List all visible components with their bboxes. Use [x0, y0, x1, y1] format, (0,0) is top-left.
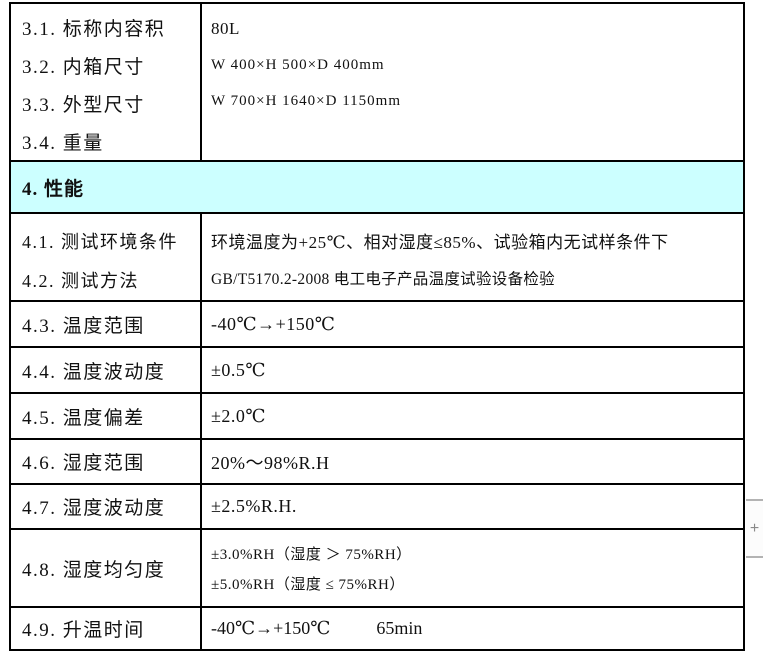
test-conditions-values-cell: 环境温度为+25℃、相对湿度≤85%、试验箱内无试样条件下 GB/T5170.2…: [202, 214, 743, 300]
row-label: 4.4. 温度波动度: [11, 348, 202, 392]
row-label: 4.1. 测试环境条件: [22, 232, 178, 252]
table-row-humidity-uniformity: 4.8. 湿度均匀度 ±3.0%RH（湿度 ＞ 75%RH） ±5.0%RH（湿…: [11, 530, 743, 608]
row-value: 65min: [376, 618, 423, 638]
row-label: 4.5. 温度偏差: [11, 394, 202, 438]
test-conditions-labels-cell: 4.1. 测试环境条件 4.2. 测试方法: [11, 214, 202, 300]
row-value: 环境温度为+25℃、相对湿度≤85%、试验箱内无试样条件下: [211, 233, 669, 252]
row-label: 3.2. 内箱尺寸: [22, 57, 145, 78]
table-row-section4-header: 4. 性能: [11, 162, 743, 214]
section3-values-cell: 80L W 400×H 500×D 400mm W 700×H 1640×D 1…: [202, 4, 743, 160]
humidity-uniformity-values-cell: ±3.0%RH（湿度 ＞ 75%RH） ±5.0%RH（湿度 ≤ 75%RH）: [202, 530, 743, 606]
section-header: 4. 性能: [22, 178, 85, 200]
row-value: ±2.5%R.H.: [211, 496, 297, 516]
table-row-section3: 3.1. 标称内容积 3.2. 内箱尺寸 3.3. 外型尺寸 3.4. 重量 8…: [11, 4, 743, 162]
row-label: 4.8. 湿度均匀度: [11, 530, 202, 606]
row-label: 3.3. 外型尺寸: [22, 95, 145, 116]
row-label: 4.9. 升温时间: [11, 608, 202, 649]
row-value: ±3.0%RH（湿度 ＞ 75%RH）: [211, 547, 412, 563]
expand-plus-button[interactable]: +: [746, 499, 763, 558]
heatup-time-value-cell: -40℃→+150℃ 65min: [202, 608, 743, 649]
row-label: 3.4. 重量: [22, 133, 104, 154]
spec-table: 3.1. 标称内容积 3.2. 内箱尺寸 3.3. 外型尺寸 3.4. 重量 8…: [9, 2, 745, 651]
table-row-humidity-range: 4.6. 湿度范围 20%～98%R.H: [11, 440, 743, 485]
section3-labels-cell: 3.1. 标称内容积 3.2. 内箱尺寸 3.3. 外型尺寸 3.4. 重量: [11, 4, 202, 160]
row-value: ±5.0%RH（湿度 ≤ 75%RH）: [211, 577, 405, 593]
row-label: 3.1. 标称内容积: [22, 19, 166, 40]
table-row-temp-range: 4.3. 温度范围 -40℃→+150℃: [11, 302, 743, 348]
row-label: 4.7. 湿度波动度: [11, 485, 202, 528]
row-value: GB/T5170.2-2008 电工电子产品温度试验设备检验: [211, 271, 555, 288]
row-label: 4.3. 温度范围: [11, 302, 202, 346]
table-row-humidity-fluctuation: 4.7. 湿度波动度 ±2.5%R.H.: [11, 485, 743, 530]
row-label: 4.2. 测试方法: [22, 271, 139, 291]
row-value: 20%～98%R.H: [211, 452, 330, 473]
row-label: 4.6. 湿度范围: [11, 440, 202, 483]
row-value: -40℃→+150℃: [211, 618, 331, 638]
table-row-test-conditions: 4.1. 测试环境条件 4.2. 测试方法 环境温度为+25℃、相对湿度≤85%…: [11, 214, 743, 302]
row-value: -40℃→+150℃: [211, 313, 336, 334]
row-value: ±2.0℃: [211, 405, 267, 426]
table-row-temp-deviation: 4.5. 温度偏差 ±2.0℃: [11, 394, 743, 440]
table-row-heatup-time: 4.9. 升温时间 -40℃→+150℃ 65min: [11, 608, 743, 651]
plus-icon: +: [749, 519, 760, 537]
row-value: W 700×H 1640×D 1150mm: [211, 93, 401, 109]
row-value: W 400×H 500×D 400mm: [211, 57, 385, 73]
row-value: 80L: [211, 19, 240, 38]
row-value: ±0.5℃: [211, 359, 267, 380]
table-row-temp-fluctuation: 4.4. 温度波动度 ±0.5℃: [11, 348, 743, 394]
